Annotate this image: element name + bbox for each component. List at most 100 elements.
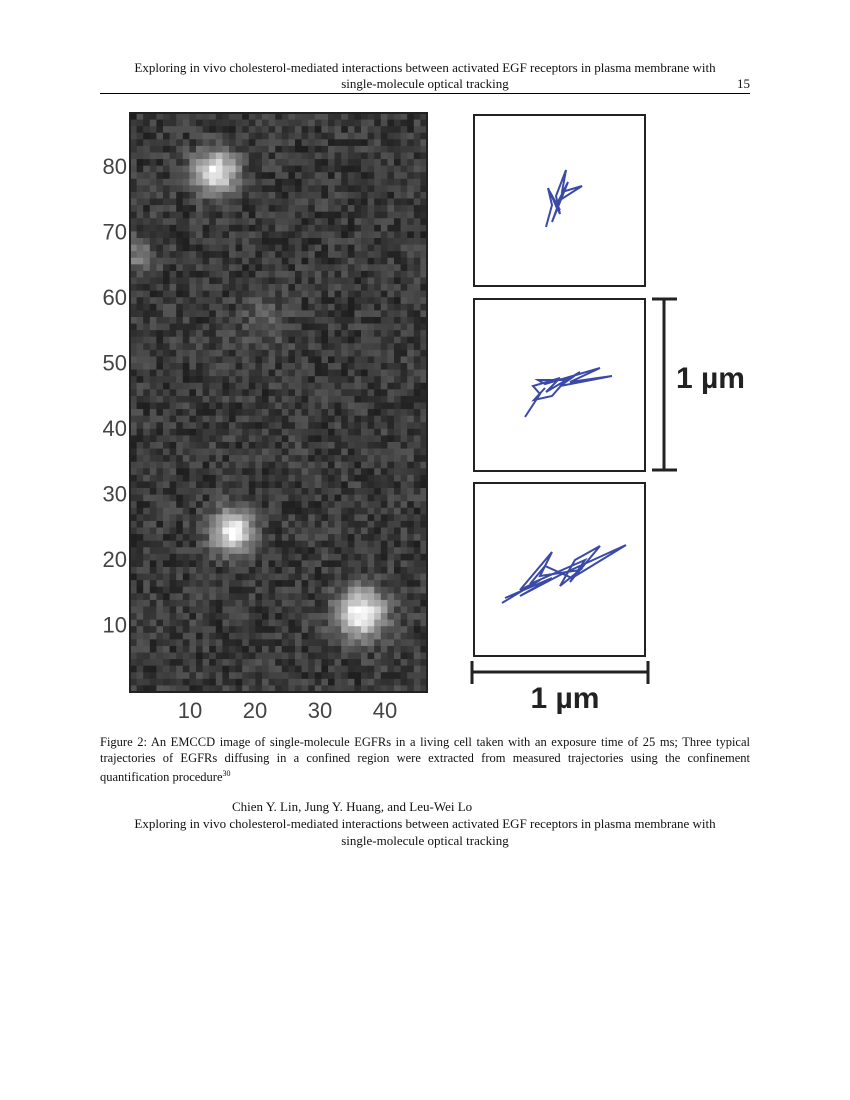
pixel xyxy=(196,185,203,193)
pixel xyxy=(314,172,322,180)
pixel xyxy=(387,678,395,686)
pixel xyxy=(295,284,302,292)
pixel xyxy=(308,316,316,324)
pixel xyxy=(136,481,144,489)
pixel xyxy=(222,310,230,318)
pixel xyxy=(242,113,250,120)
pixel xyxy=(268,139,276,147)
pixel xyxy=(156,645,164,653)
pixel xyxy=(281,185,289,193)
pixel xyxy=(268,619,276,627)
pixel xyxy=(136,369,144,377)
pixel xyxy=(202,152,210,160)
scale-label: 1 µm xyxy=(676,362,745,395)
pixel xyxy=(387,139,395,147)
pixel xyxy=(288,639,296,647)
pixel xyxy=(281,402,289,410)
pixel xyxy=(262,501,269,509)
pixel xyxy=(222,448,230,456)
pixel xyxy=(420,415,428,423)
pixel xyxy=(149,481,157,489)
pixel xyxy=(169,330,177,338)
pixel xyxy=(407,560,415,568)
pixel xyxy=(334,520,342,528)
pixel xyxy=(163,402,170,410)
pixel xyxy=(328,185,335,193)
pixel xyxy=(202,586,210,594)
pixel xyxy=(354,172,362,180)
pixel xyxy=(169,382,177,390)
pixel xyxy=(202,323,210,331)
pixel xyxy=(169,198,177,206)
pixel xyxy=(394,645,401,653)
pixel xyxy=(222,270,230,278)
pixel xyxy=(380,284,388,292)
pixel xyxy=(215,224,223,232)
pixel xyxy=(380,382,388,390)
pixel xyxy=(242,573,250,581)
pixel xyxy=(248,152,256,160)
pixel xyxy=(420,310,428,318)
pixel xyxy=(374,402,382,410)
pixel xyxy=(301,613,309,621)
pixel xyxy=(400,165,408,173)
pixel xyxy=(301,191,309,199)
pixel xyxy=(275,632,283,640)
pixel xyxy=(169,349,177,357)
pixel xyxy=(281,356,289,364)
pixel xyxy=(215,586,223,594)
pixel xyxy=(255,527,263,535)
pixel xyxy=(420,132,428,140)
pixel xyxy=(149,113,157,120)
pixel xyxy=(242,119,250,127)
pixel xyxy=(413,336,421,344)
pixel xyxy=(413,613,421,621)
pixel xyxy=(407,645,415,653)
pixel xyxy=(407,435,415,443)
pixel xyxy=(295,573,302,581)
pixel xyxy=(387,376,395,384)
pixel xyxy=(248,560,256,568)
pixel xyxy=(314,613,322,621)
pixel xyxy=(255,573,263,581)
pixel xyxy=(301,363,309,370)
pixel xyxy=(255,613,263,621)
pixel xyxy=(248,672,256,680)
pixel xyxy=(268,580,276,588)
pixel xyxy=(189,573,197,581)
pixel xyxy=(130,172,137,180)
pixel xyxy=(321,507,329,515)
pixel xyxy=(347,448,355,456)
pixel xyxy=(301,507,309,515)
pixel xyxy=(334,363,342,370)
pixel xyxy=(367,369,375,377)
pixel xyxy=(354,119,362,127)
pixel xyxy=(196,455,203,463)
pixel xyxy=(394,606,401,614)
pixel xyxy=(163,238,170,245)
pixel xyxy=(374,277,382,285)
pixel xyxy=(215,316,223,324)
pixel xyxy=(130,461,137,469)
pixel xyxy=(182,264,190,272)
pixel xyxy=(361,593,368,601)
pixel xyxy=(229,270,236,278)
pixel xyxy=(301,251,309,259)
pixel xyxy=(301,422,309,430)
pixel xyxy=(182,395,190,403)
pixel xyxy=(301,566,309,574)
pixel xyxy=(328,606,335,614)
pixel xyxy=(248,613,256,621)
pixel xyxy=(163,297,170,305)
pixel xyxy=(328,455,335,463)
pixel xyxy=(202,126,210,134)
pixel xyxy=(215,264,223,272)
pixel xyxy=(420,580,428,588)
pixel xyxy=(420,514,428,522)
pixel xyxy=(202,382,210,390)
pixel xyxy=(400,685,408,693)
pixel xyxy=(275,369,283,377)
pixel xyxy=(380,501,388,509)
pixel xyxy=(196,323,203,331)
pixel xyxy=(301,560,309,568)
